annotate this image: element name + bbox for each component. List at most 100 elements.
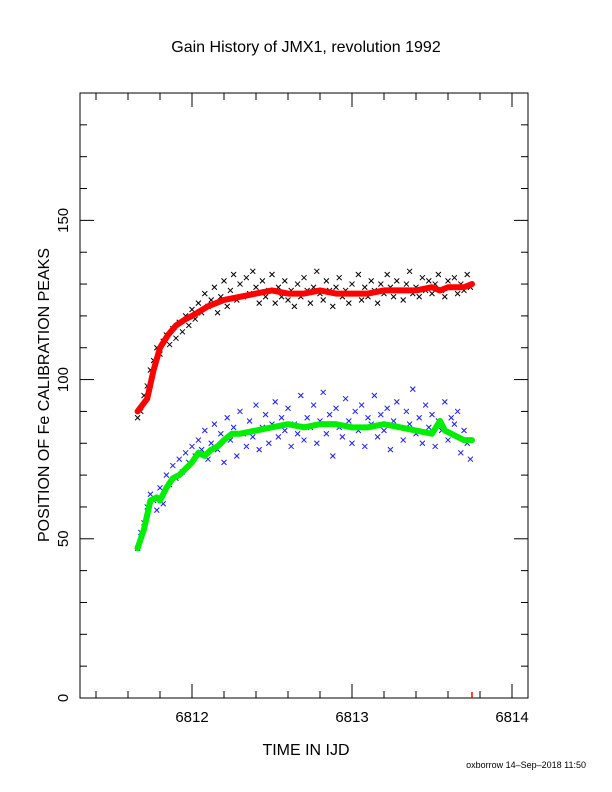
data-point (349, 281, 355, 287)
data-point (259, 278, 266, 284)
data-point (416, 414, 423, 421)
data-point (269, 271, 275, 278)
data-point (326, 411, 333, 418)
data-point (358, 402, 365, 408)
data-point (320, 297, 327, 303)
tick-labels: 6812 6813 6814 0 50 100 150 (55, 208, 529, 726)
data-point (217, 430, 224, 437)
data-point (297, 392, 304, 399)
data-point (358, 297, 365, 303)
data-point (355, 271, 362, 278)
data-point (313, 268, 320, 275)
data-point (173, 335, 179, 342)
data-point (464, 271, 471, 278)
data-point (221, 459, 227, 466)
data-point (339, 434, 346, 440)
data-point (179, 328, 186, 335)
data-point (393, 399, 400, 405)
footer-credit: oxborrow 14–Sep–2018 11:50 (466, 760, 586, 770)
data-point (329, 453, 336, 459)
data-point (403, 281, 410, 287)
data-point (304, 414, 311, 421)
data-point (390, 418, 397, 424)
data-point (253, 284, 259, 291)
data-point (393, 278, 400, 284)
data-point (333, 284, 339, 291)
data-point (294, 430, 301, 437)
data-point (374, 300, 381, 307)
data-point (361, 284, 368, 291)
data-point (278, 414, 285, 421)
data-point (253, 402, 259, 408)
y-tick-label: 150 (55, 208, 72, 233)
data-point (285, 405, 291, 412)
data-point (361, 443, 368, 450)
data-point (153, 507, 160, 513)
data-point (214, 309, 221, 316)
data-point (441, 293, 448, 300)
data-point (368, 278, 375, 284)
data-point (313, 440, 320, 447)
data-point (454, 290, 461, 297)
data-point (262, 411, 269, 418)
data-point (291, 303, 298, 310)
chart-title: Gain History of JMX1, revolution 1992 (171, 39, 441, 56)
data-point (166, 341, 173, 348)
data-point (461, 427, 467, 434)
data-point (451, 421, 458, 428)
data-point (243, 443, 250, 450)
data-point (176, 456, 183, 463)
data-point (406, 421, 413, 428)
data-point (429, 411, 435, 418)
data-point (262, 293, 269, 300)
data-point (201, 290, 208, 297)
data-point (256, 446, 263, 453)
x-tick-label: 6814 (495, 709, 528, 726)
data-point (435, 271, 442, 278)
data-point (403, 408, 410, 415)
data-point (400, 297, 407, 303)
data-point (432, 443, 439, 450)
data-point (310, 402, 317, 408)
series-lower_raw (134, 386, 474, 552)
data-point (243, 274, 250, 281)
data-point (384, 271, 391, 278)
x-axis-label: TIME IN IJD (262, 742, 349, 759)
data-point (224, 303, 231, 310)
y-tick-label: 100 (55, 367, 72, 392)
data-point (195, 437, 202, 443)
x-tick-label: 6813 (335, 709, 368, 726)
data-point (285, 297, 291, 303)
data-point (294, 281, 301, 287)
data-point (454, 408, 461, 415)
data-point (406, 268, 413, 275)
data-point (163, 472, 170, 478)
data-point (211, 284, 218, 291)
data-point (419, 274, 426, 281)
data-point (390, 293, 397, 300)
data-point (246, 418, 253, 424)
y-axis-label: POSITION OF Fe CALIBRATION PEAKS (36, 248, 53, 542)
data-point (441, 399, 448, 405)
data-point (336, 274, 343, 281)
data-point (211, 421, 218, 428)
data-point (445, 278, 451, 284)
data-point (445, 437, 451, 443)
data-point (301, 437, 307, 443)
data-point (169, 462, 176, 469)
data-point (275, 434, 282, 440)
fit-line-lower_fit (134, 417, 475, 552)
data-point (381, 427, 387, 434)
y-tick-label: 0 (55, 694, 72, 702)
data-point (387, 446, 394, 453)
data-point (249, 268, 256, 275)
data-point (157, 484, 163, 491)
data-point (189, 306, 195, 313)
data-point (208, 440, 215, 447)
data-point (377, 411, 384, 418)
data-point (256, 300, 263, 307)
data-point (451, 274, 458, 281)
series-upper_fit (134, 281, 475, 415)
data-point (281, 427, 288, 434)
